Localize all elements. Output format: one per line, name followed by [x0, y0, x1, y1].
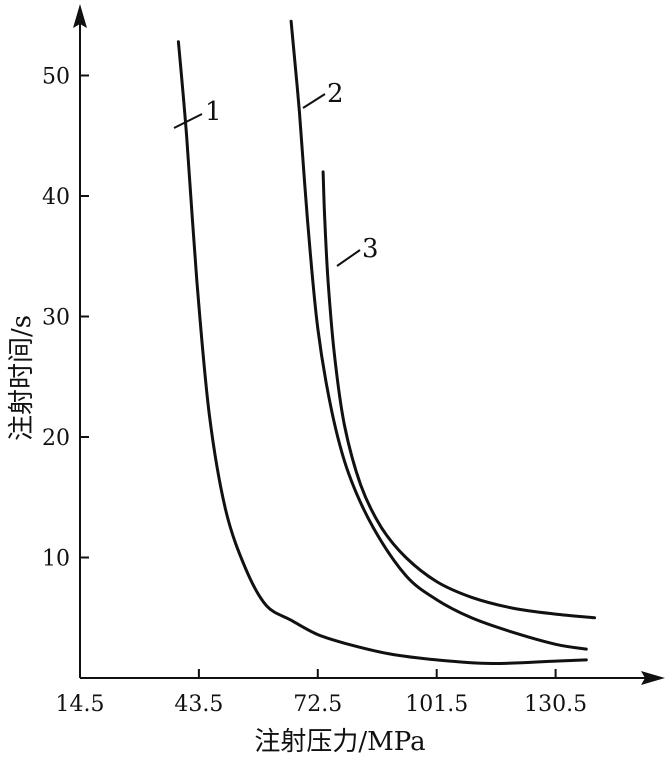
x-tick-label: 130.5 [524, 692, 587, 717]
series-label-leader [302, 93, 326, 109]
series-label: 3 [362, 234, 379, 264]
series-label-leader [336, 249, 361, 267]
y-tick-label: 20 [42, 426, 70, 451]
axes [73, 4, 665, 685]
x-axis-arrow [641, 671, 665, 685]
curve-labels: 1 2 3 [173, 79, 379, 267]
series-curve-3 [321, 170, 596, 620]
y-tick-label: 30 [42, 306, 70, 331]
y-tick-label: 40 [42, 185, 70, 210]
series-curve-2 [289, 19, 588, 651]
y-ticks: 10 20 30 40 50 [42, 65, 89, 572]
x-tick-label: 72.5 [293, 692, 342, 717]
series-curve-1 [176, 40, 588, 666]
y-tick-label: 10 [42, 547, 70, 572]
series-label: 2 [327, 79, 344, 109]
y-tick-label: 50 [42, 65, 70, 90]
x-tick-label: 14.5 [56, 692, 105, 717]
y-axis-title: 注射时间/s [7, 315, 37, 441]
y-axis-arrow [73, 4, 87, 28]
curves [176, 19, 596, 666]
x-axis-title: 注射压力/MPa [254, 727, 425, 757]
series-label-leader [173, 113, 203, 129]
x-tick-label: 101.5 [405, 692, 468, 717]
series-label: 1 [205, 97, 222, 127]
x-ticks: 14.5 43.5 72.5 101.5 130.5 [56, 669, 587, 717]
x-tick-label: 43.5 [174, 692, 223, 717]
